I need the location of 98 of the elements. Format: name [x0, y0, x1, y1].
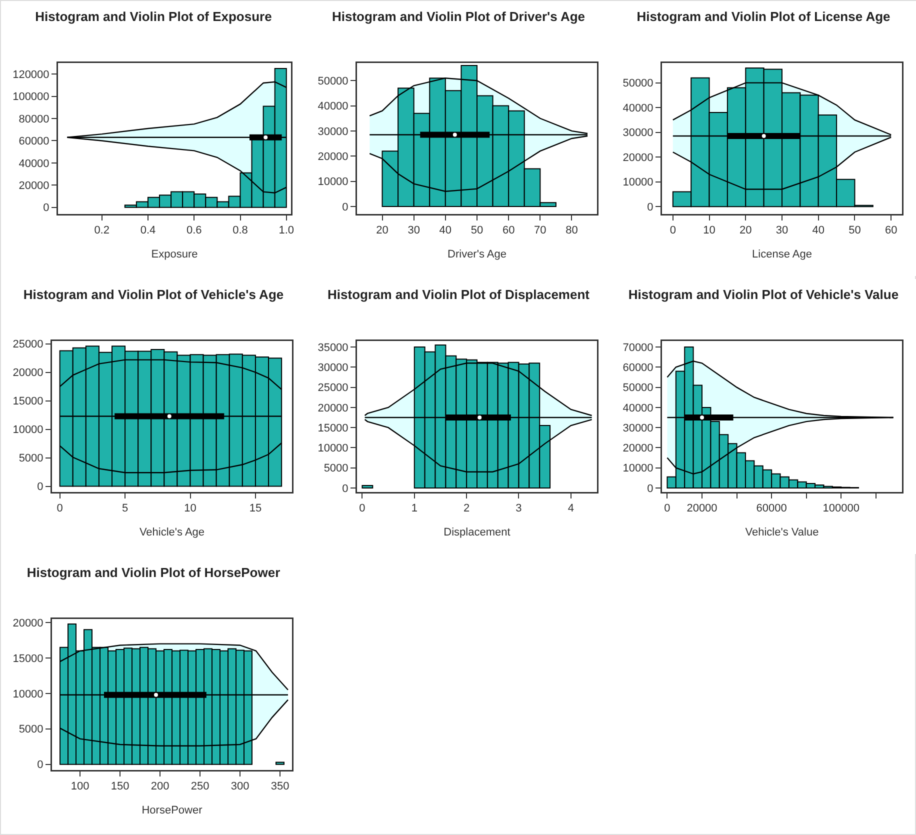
y-tick-label: 30000 — [622, 127, 654, 140]
x-axis-title: Driver's Age — [448, 248, 506, 261]
y-tick-label: 10000 — [318, 176, 348, 188]
chart-title: Histogram and Violin Plot of Vehicle's Age — [23, 287, 284, 302]
y-tick-label: 25000 — [12, 338, 44, 351]
y-tick-label: 5000 — [18, 724, 44, 736]
x-tick-label: 350 — [270, 780, 290, 793]
x-tick-label: 10 — [703, 224, 716, 237]
y-tick-label: 0 — [43, 202, 50, 214]
x-tick-label: 0 — [664, 502, 670, 515]
x-tick-label: 20 — [376, 224, 388, 237]
y-tick-label: 0 — [342, 201, 348, 214]
chart-title: Histogram and Violin Plot of License Age — [636, 9, 890, 24]
x-tick-label: 0.2 — [94, 224, 110, 237]
y-tick-label: 100000 — [12, 91, 50, 104]
x-tick-label: 30 — [776, 224, 788, 237]
y-tick-label: 10000 — [318, 442, 348, 455]
y-tick-label: 15000 — [318, 422, 348, 434]
y-tick-label: 40000 — [318, 100, 348, 113]
y-tick-label: 0 — [342, 482, 348, 495]
y-tick-label: 10000 — [622, 176, 654, 189]
y-tick-label: 20000 — [622, 442, 654, 455]
x-axis-title: License Age — [752, 248, 812, 261]
x-tick-label: 60 — [884, 224, 898, 237]
chart-title: Histogram and Violin Plot of Exposure — [35, 9, 272, 24]
x-tick-label: 0.4 — [140, 224, 156, 237]
y-tick-label: 30000 — [622, 422, 654, 434]
x-tick-label: 250 — [190, 780, 210, 793]
x-axis-title: Displacement — [444, 526, 510, 539]
x-tick-label: 2 — [464, 502, 470, 515]
y-tick-label: 15000 — [12, 652, 44, 665]
chart-title: Histogram and Violin Plot of Vehicle's Value — [628, 287, 899, 302]
x-tick-label: 0 — [56, 502, 63, 515]
y-tick-label: 20000 — [18, 180, 50, 192]
y-tick-label: 0 — [37, 759, 44, 772]
y-tick-label: 30000 — [318, 362, 348, 374]
x-axis-title: Vehicle's Value — [745, 526, 819, 539]
y-tick-label: 20000 — [12, 367, 44, 380]
x-tick-label: 60000 — [756, 502, 787, 515]
x-tick-label: 3 — [516, 502, 522, 515]
y-tick-label: 50000 — [622, 382, 654, 394]
chart-title: Histogram and Violin Plot of Driver's Age — [332, 9, 586, 24]
x-tick-label: 15 — [249, 502, 262, 515]
x-tick-label: 100 — [70, 780, 90, 793]
x-tick-label: 70 — [534, 224, 546, 237]
y-tick-label: 40000 — [622, 102, 654, 114]
y-tick-label: 40000 — [622, 402, 654, 414]
x-tick-label: 0.8 — [232, 224, 248, 237]
y-tick-label: 5000 — [324, 462, 348, 475]
x-tick-label: 60 — [502, 224, 515, 237]
x-tick-label: 200 — [150, 780, 170, 793]
y-tick-label: 25000 — [318, 382, 348, 394]
x-tick-label: 40 — [439, 224, 452, 237]
x-tick-label: 150 — [110, 780, 130, 793]
x-tick-label: 50 — [470, 224, 484, 237]
x-tick-label: 0 — [670, 224, 676, 237]
x-tick-label: 4 — [568, 502, 574, 515]
y-tick-label: 50000 — [318, 75, 348, 88]
x-axis-title: Vehicle's Age — [139, 526, 205, 539]
x-tick-label: 0 — [359, 502, 366, 515]
y-tick-label: 30000 — [318, 126, 348, 138]
x-tick-label: 40 — [812, 224, 824, 237]
y-tick-label: 20000 — [12, 617, 44, 630]
y-tick-label: 20000 — [318, 402, 348, 414]
x-tick-label: 50 — [848, 224, 861, 237]
x-tick-label: 1 — [411, 502, 418, 515]
y-tick-label: 10000 — [12, 424, 44, 436]
y-tick-label: 5000 — [18, 452, 44, 465]
x-tick-label: 100000 — [822, 502, 860, 515]
y-tick-label: 0 — [647, 201, 654, 214]
x-tick-label: 80 — [566, 224, 578, 237]
y-tick-label: 35000 — [318, 342, 348, 354]
x-tick-label: 10 — [184, 502, 196, 515]
x-tick-label: 0.6 — [186, 224, 202, 237]
y-tick-label: 20000 — [622, 152, 654, 164]
y-tick-label: 70000 — [622, 342, 654, 354]
x-tick-label: 20000 — [686, 502, 718, 515]
y-tick-label: 60000 — [18, 136, 50, 148]
y-tick-label: 10000 — [622, 462, 654, 475]
chart-title: Histogram and Violin Plot of HorsePower — [26, 565, 280, 580]
x-tick-label: 300 — [230, 780, 250, 793]
y-tick-label: 80000 — [18, 113, 50, 126]
y-tick-label: 60000 — [622, 362, 654, 374]
x-tick-label: 20 — [740, 224, 752, 237]
y-tick-label: 0 — [647, 482, 654, 495]
y-tick-label: 50000 — [622, 78, 654, 90]
y-tick-label: 120000 — [12, 68, 50, 81]
y-tick-label: 10000 — [12, 688, 44, 700]
x-tick-label: 5 — [122, 502, 128, 515]
y-tick-label: 40000 — [18, 158, 50, 170]
y-tick-label: 0 — [37, 481, 44, 494]
y-tick-label: 20000 — [318, 150, 348, 163]
x-tick-label: 1.0 — [278, 224, 294, 237]
y-tick-label: 15000 — [12, 396, 44, 408]
chart-title: Histogram and Violin Plot of Displacement — [328, 287, 590, 302]
x-tick-label: 30 — [408, 224, 420, 237]
x-axis-title: Exposure — [151, 248, 198, 261]
x-axis-title: HorsePower — [142, 804, 203, 817]
